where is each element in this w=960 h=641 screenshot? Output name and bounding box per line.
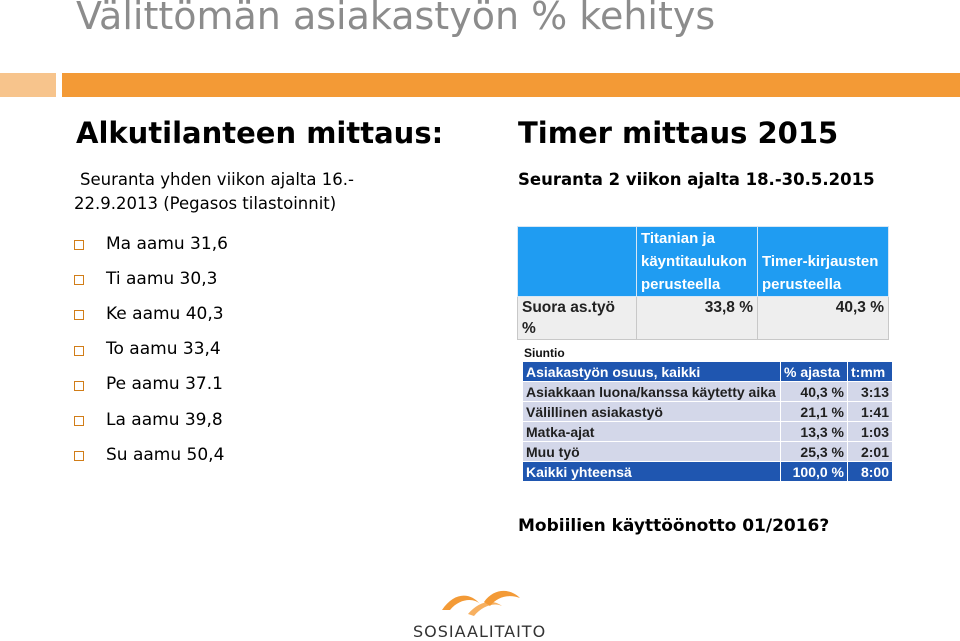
table-footer-row: Kaikki yhteensä 100,0 % 8:00: [522, 461, 893, 482]
table-cell: 1:41: [847, 401, 893, 422]
table-header-text: perusteella: [641, 276, 721, 293]
list-item: Pe aamu 37.1: [74, 367, 228, 402]
table-cell: 13,3 %: [780, 421, 848, 442]
bullet-square-icon: [74, 345, 84, 356]
right-heading: Timer mittaus 2015: [518, 116, 839, 150]
list-item: Ke aamu 40,3: [74, 296, 228, 331]
table-row: Suora as.työ % 33,8 % 40,3 %: [517, 296, 889, 340]
table-cell: 1:03: [847, 421, 893, 442]
table-cell: 100,0 %: [780, 461, 848, 482]
sosiaalitaito-logo-icon: [442, 590, 520, 616]
table-row: Muu työ 25,3 % 2:01: [522, 441, 893, 462]
list-item-text: Pe aamu 37.1: [106, 374, 223, 395]
table-cell: 25,3 %: [780, 441, 848, 462]
list-item: Su aamu 50,4: [74, 437, 228, 472]
table-header-cell: t:mm: [847, 361, 893, 382]
table-header-cell: Timer-kirjausten perusteella: [757, 226, 889, 297]
bullet-square-icon: [74, 240, 84, 251]
table-header-text: Timer-kirjausten: [762, 253, 879, 270]
list-item: To aamu 33,4: [74, 332, 228, 367]
bullet-square-icon: [74, 310, 84, 321]
table-header-cell: Titanian ja käyntitaulukon perusteella: [636, 226, 758, 297]
list-item-text: Ti aamu 30,3: [106, 268, 218, 289]
logo-text: SOSIAALITAITO: [413, 622, 547, 641]
table-cell: Asiakkaan luona/kanssa käytetty aika: [522, 381, 781, 402]
left-subtitle-line1: Seuranta yhden viikon ajalta 16.-: [80, 170, 354, 189]
table-header-row: Asiakastyön osuus, kaikki % ajasta t:mm: [522, 361, 893, 382]
table-cell: 3:13: [847, 381, 893, 402]
timer-comparison-table: Titanian ja käyntitaulukon perusteella T…: [517, 226, 889, 340]
list-item-text: Su aamu 50,4: [106, 444, 225, 465]
bullet-square-icon: [74, 416, 84, 427]
table-cell: Matka-ajat: [522, 421, 781, 442]
table-header-cell: Asiakastyön osuus, kaikki: [522, 361, 781, 382]
accent-bar-main: [62, 73, 960, 97]
table-header-text: perusteella: [762, 276, 842, 293]
table-cell: 21,1 %: [780, 401, 848, 422]
table-cell: 2:01: [847, 441, 893, 462]
table-cell: Suora as.työ %: [517, 296, 637, 340]
table-row: Asiakkaan luona/kanssa käytetty aika 40,…: [522, 381, 893, 402]
slide-title: Välittömän asiakastyön % kehitys: [76, 0, 716, 38]
table-cell: 33,8 %: [636, 296, 758, 340]
table-header-cell: % ajasta: [780, 361, 848, 382]
list-item-text: Ma aamu 31,6: [106, 233, 228, 254]
table-header-text: [762, 227, 884, 250]
table-cell: Välillinen asiakastyö: [522, 401, 781, 422]
left-heading: Alkutilanteen mittaus:: [76, 116, 444, 150]
list-item: Ma aamu 31,6: [74, 226, 228, 261]
daily-measurement-list: Ma aamu 31,6 Ti aamu 30,3 Ke aamu 40,3 T…: [74, 226, 228, 472]
table-cell: 8:00: [847, 461, 893, 482]
accent-bar-left: [0, 73, 56, 97]
list-item-text: La aamu 39,8: [106, 409, 223, 430]
bullet-square-icon: [74, 275, 84, 286]
bullet-square-icon: [74, 451, 84, 462]
table-row: Matka-ajat 13,3 % 1:03: [522, 421, 893, 442]
table-cell: Kaikki yhteensä: [522, 461, 781, 482]
list-item: Ti aamu 30,3: [74, 261, 228, 296]
mobile-deployment-note: Mobiilien käyttöönotto 01/2016?: [518, 516, 830, 536]
table-header-text: käyntitaulukon: [641, 253, 747, 270]
table-header-cell: [517, 226, 637, 297]
list-item: La aamu 39,8: [74, 402, 228, 437]
right-subtitle: Seuranta 2 viikon ajalta 18.-30.5.2015: [518, 170, 875, 189]
table-cell: 40,3 %: [757, 296, 889, 340]
table-cell: Muu työ: [522, 441, 781, 462]
table-header-text: Titanian ja: [641, 230, 715, 247]
siuntio-table: Asiakastyön osuus, kaikki % ajasta t:mm …: [522, 361, 893, 482]
list-item-text: Ke aamu 40,3: [106, 303, 224, 324]
table-header-row: Titanian ja käyntitaulukon perusteella T…: [517, 226, 889, 297]
table-cell: 40,3 %: [780, 381, 848, 402]
siuntio-label: Siuntio: [524, 346, 565, 360]
list-item-text: To aamu 33,4: [106, 339, 221, 360]
bullet-square-icon: [74, 380, 84, 391]
left-subtitle-line2: 22.9.2013 (Pegasos tilastoinnit): [74, 194, 337, 213]
table-row: Välillinen asiakastyö 21,1 % 1:41: [522, 401, 893, 422]
